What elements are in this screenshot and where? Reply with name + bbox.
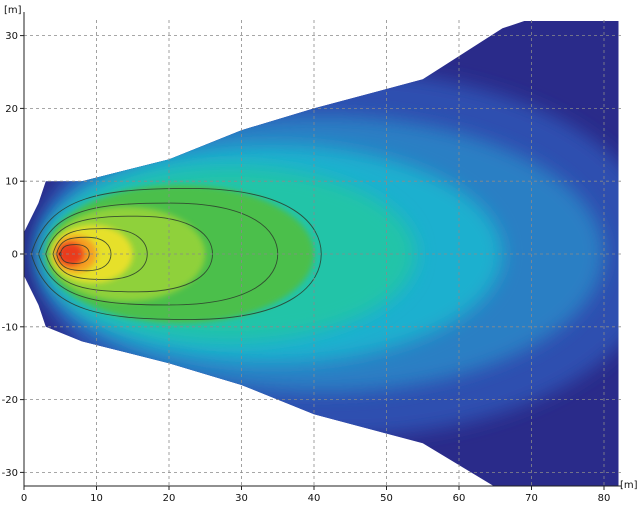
x-tick-label-50: 50 <box>380 493 393 504</box>
x-tick-label-20: 20 <box>163 493 176 504</box>
x-tick-label-70: 70 <box>525 493 538 504</box>
x-tick-label-30: 30 <box>235 493 248 504</box>
y-tick-label--30: -30 <box>2 468 18 479</box>
y-tick-label-10: 10 <box>5 177 18 188</box>
contour-line-1 <box>30 188 322 320</box>
y-tick-label--10: -10 <box>2 322 18 333</box>
x-tick-label-40: 40 <box>308 493 321 504</box>
x-tick-label-0: 0 <box>21 493 27 504</box>
x-tick-label-10: 10 <box>90 493 103 504</box>
y-tick-label-20: 20 <box>5 104 18 115</box>
y-tick-label-0: 0 <box>12 250 18 261</box>
x-tick-label-60: 60 <box>453 493 466 504</box>
intensity-band-9 <box>57 242 84 266</box>
contour-line-6 <box>59 244 90 264</box>
grid-layer <box>23 12 621 487</box>
x-tick-label-80: 80 <box>598 493 611 504</box>
tick-layer: 0 10 20 30 40 50 60 70 80 30 20 10 0 -10 -20 -30 <box>2 31 611 504</box>
y-tick-label--20: -20 <box>2 395 18 406</box>
y-unit-label: [m] <box>4 5 22 16</box>
contour-line-4 <box>52 228 148 280</box>
x-unit-label: [m] <box>620 480 638 491</box>
y-tick-label-30: 30 <box>5 31 18 42</box>
